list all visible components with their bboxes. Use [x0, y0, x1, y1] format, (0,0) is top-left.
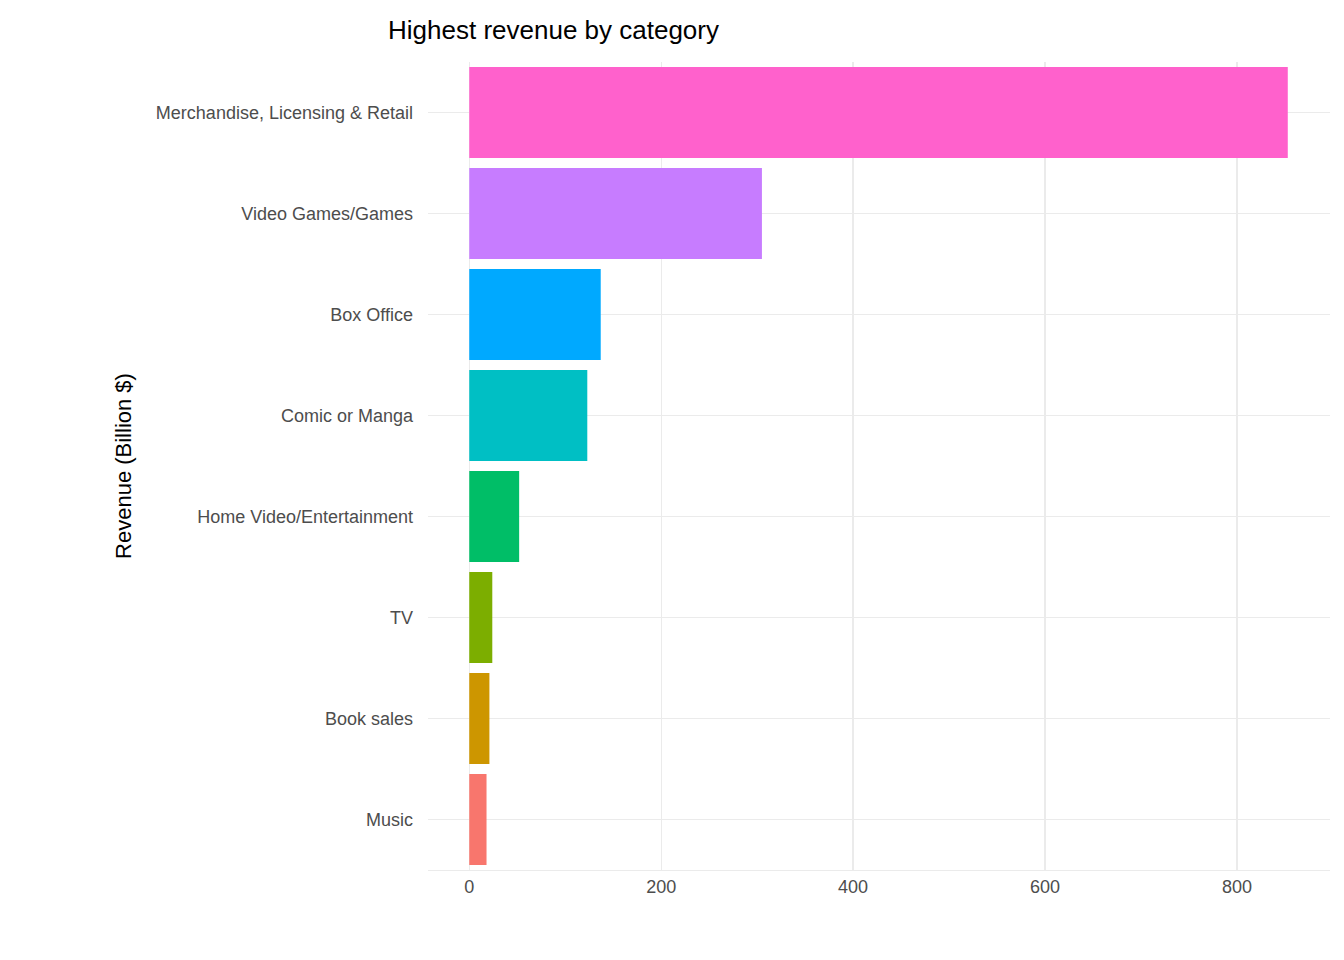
- svg-text:Box Office: Box Office: [330, 305, 413, 325]
- svg-text:Comic or Manga: Comic or Manga: [281, 406, 414, 426]
- svg-text:Revenue (Billion $): Revenue (Billion $): [111, 373, 136, 559]
- svg-text:600: 600: [1030, 877, 1060, 897]
- svg-text:0: 0: [464, 877, 474, 897]
- svg-text:Video Games/Games: Video Games/Games: [241, 204, 413, 224]
- svg-text:400: 400: [838, 877, 868, 897]
- svg-text:800: 800: [1222, 877, 1252, 897]
- svg-text:TV: TV: [390, 608, 413, 628]
- svg-text:Book sales: Book sales: [325, 709, 413, 729]
- svg-text:Highest revenue by category: Highest revenue by category: [388, 15, 719, 45]
- svg-text:200: 200: [646, 877, 676, 897]
- svg-text:Music: Music: [366, 810, 413, 830]
- svg-text:Home Video/Entertainment: Home Video/Entertainment: [197, 507, 413, 527]
- svg-text:Merchandise, Licensing & Retai: Merchandise, Licensing & Retail: [156, 103, 413, 123]
